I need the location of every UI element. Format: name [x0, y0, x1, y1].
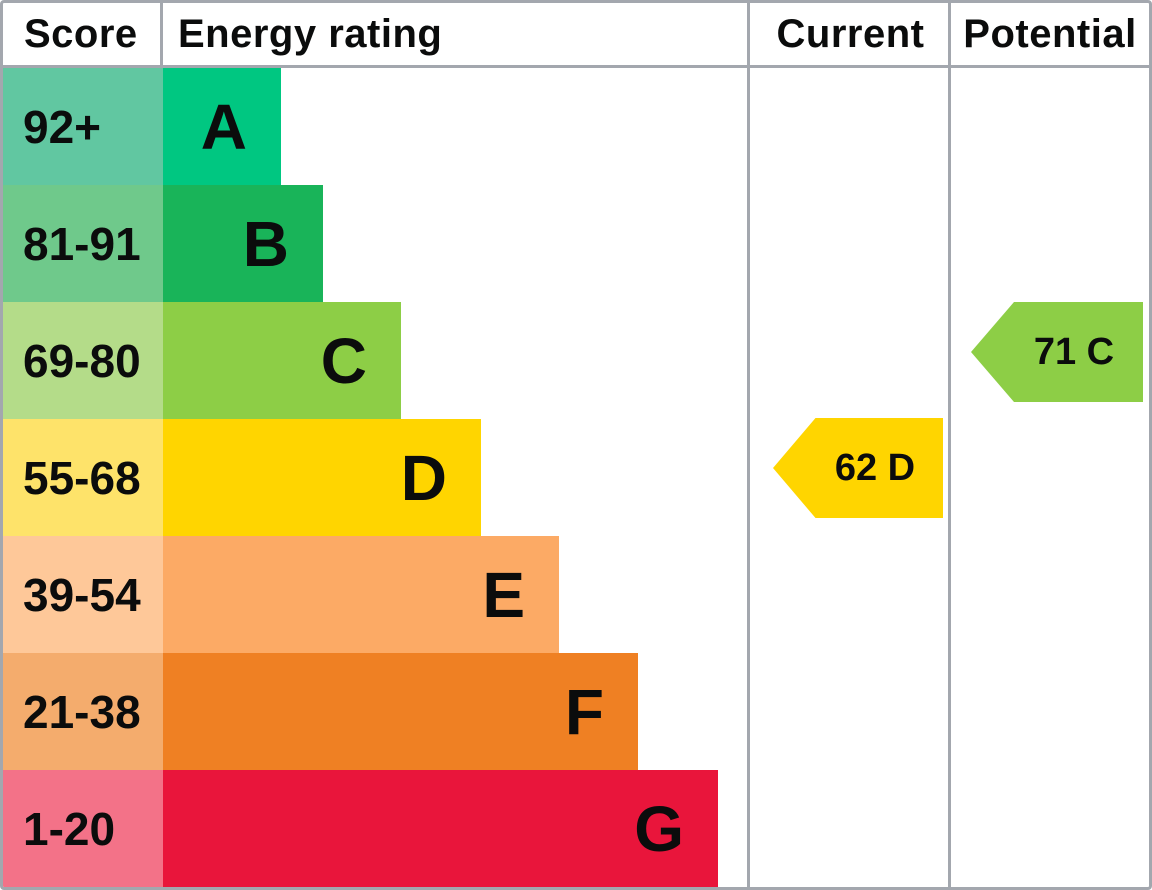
rating-bar-f: F	[163, 653, 638, 770]
rating-bar-a: A	[163, 68, 281, 185]
score-range-g: 1-20	[3, 770, 163, 887]
band-row-e: 39-54 E	[3, 536, 1149, 653]
band-row-b: 81-91 B	[3, 185, 1149, 302]
header-energy-rating: Energy rating	[178, 11, 443, 56]
rating-bar-c: C	[163, 302, 401, 419]
header-score: Score	[24, 11, 138, 56]
current-column-divider	[747, 3, 750, 887]
band-row-a: 92+ A	[3, 68, 1149, 185]
score-range-e: 39-54	[3, 536, 163, 653]
score-range-d: 55-68	[3, 419, 163, 536]
band-row-f: 21-38 F	[3, 653, 1149, 770]
rating-bands: 92+ A 81-91 B 69-80 C 55-68 D 39-54 E 21-38 F 1-20 G	[3, 68, 1149, 887]
header-current: Current	[776, 11, 925, 56]
band-row-g: 1-20 G	[3, 770, 1149, 887]
score-range-a: 92+	[3, 68, 163, 185]
rating-bar-d: D	[163, 419, 481, 536]
score-column-divider	[160, 3, 163, 65]
rating-bar-e: E	[163, 536, 559, 653]
rating-bar-g: G	[163, 770, 718, 887]
header-potential: Potential	[963, 11, 1137, 56]
score-range-b: 81-91	[3, 185, 163, 302]
score-range-f: 21-38	[3, 653, 163, 770]
band-row-c: 69-80 C	[3, 302, 1149, 419]
band-row-d: 55-68 D	[3, 419, 1149, 536]
potential-column-divider	[948, 3, 951, 887]
potential-rating-marker-arrow: 71 C	[971, 302, 1143, 402]
chart-header-row: Score Energy rating Current Potential	[3, 3, 1149, 65]
header-separator-line	[3, 65, 1149, 68]
score-range-c: 69-80	[3, 302, 163, 419]
rating-bar-b: B	[163, 185, 323, 302]
